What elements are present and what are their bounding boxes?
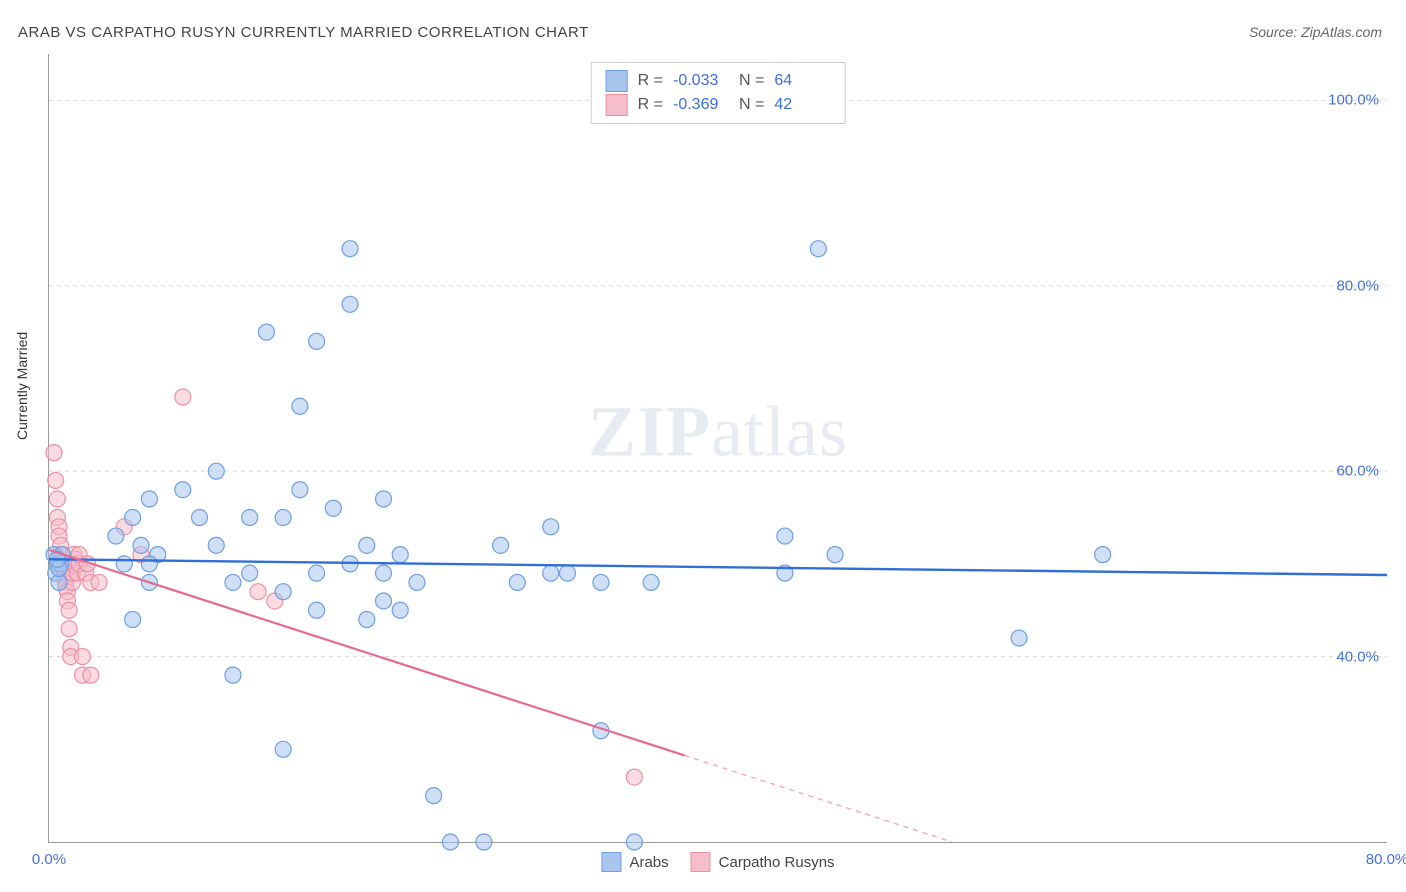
data-point (309, 565, 325, 581)
data-point (192, 510, 208, 526)
data-point (141, 491, 157, 507)
data-point (250, 584, 266, 600)
chart-title: ARAB VS CARPATHO RUSYN CURRENTLY MARRIED… (18, 24, 589, 41)
x-tick-label: 0.0% (32, 851, 66, 868)
r-label: R = (638, 93, 663, 117)
data-point (83, 667, 99, 683)
data-point (108, 528, 124, 544)
data-point (509, 574, 525, 590)
data-point (409, 574, 425, 590)
data-point (125, 612, 141, 628)
data-point (442, 834, 458, 850)
y-tick-label: 100.0% (1328, 92, 1379, 109)
data-point (258, 324, 274, 340)
data-point (208, 537, 224, 553)
data-point (493, 537, 509, 553)
legend-bottom-swatch-1 (691, 852, 711, 872)
legend-n-1: 42 (774, 93, 830, 117)
legend-item-0: Arabs (601, 852, 668, 872)
data-point (342, 241, 358, 257)
data-point (376, 593, 392, 609)
data-point (309, 602, 325, 618)
data-point (133, 537, 149, 553)
legend-stats-row-0: R = -0.033 N = 64 (606, 69, 831, 93)
data-point (392, 547, 408, 563)
n-label: N = (739, 93, 764, 117)
n-label: N = (739, 69, 764, 93)
data-point (292, 482, 308, 498)
data-point (777, 528, 793, 544)
data-point (359, 537, 375, 553)
data-point (392, 602, 408, 618)
data-point (543, 565, 559, 581)
data-point (225, 574, 241, 590)
legend-swatch-0 (606, 70, 628, 92)
data-point (116, 556, 132, 572)
y-axis-label: Currently Married (14, 332, 30, 440)
data-point (810, 241, 826, 257)
legend-item-1: Carpatho Rusyns (691, 852, 835, 872)
data-point (175, 389, 191, 405)
data-point (275, 584, 291, 600)
data-point (543, 519, 559, 535)
data-point (1011, 630, 1027, 646)
data-point (208, 463, 224, 479)
r-label: R = (638, 69, 663, 93)
data-point (643, 574, 659, 590)
y-tick-label: 80.0% (1336, 277, 1379, 294)
data-point (1095, 547, 1111, 563)
data-point (476, 834, 492, 850)
plot-area: ZIPatlas R = -0.033 N = 64 R = -0.369 N … (48, 54, 1387, 843)
legend-stats: R = -0.033 N = 64 R = -0.369 N = 42 (591, 62, 846, 124)
legend-n-0: 64 (774, 69, 830, 93)
data-point (61, 621, 77, 637)
data-point (242, 510, 258, 526)
data-point (292, 398, 308, 414)
data-point (141, 556, 157, 572)
data-point (626, 769, 642, 785)
data-point (91, 574, 107, 590)
legend-series: Arabs Carpatho Rusyns (601, 852, 834, 872)
legend-bottom-label-0: Arabs (629, 854, 668, 871)
legend-r-0: -0.033 (673, 69, 729, 93)
legend-r-1: -0.369 (673, 93, 729, 117)
data-point (376, 491, 392, 507)
legend-bottom-swatch-0 (601, 852, 621, 872)
legend-stats-row-1: R = -0.369 N = 42 (606, 93, 831, 117)
data-point (325, 500, 341, 516)
data-point (275, 510, 291, 526)
data-point (225, 667, 241, 683)
data-point (359, 612, 375, 628)
data-point (593, 574, 609, 590)
y-tick-label: 40.0% (1336, 648, 1379, 665)
data-point (175, 482, 191, 498)
data-point (426, 788, 442, 804)
data-point (242, 565, 258, 581)
trend-line (49, 550, 685, 755)
data-point (376, 565, 392, 581)
data-point (626, 834, 642, 850)
data-point (275, 741, 291, 757)
data-point (48, 472, 64, 488)
chart-svg (49, 54, 1387, 842)
data-point (342, 296, 358, 312)
data-point (125, 510, 141, 526)
data-point (61, 602, 77, 618)
legend-bottom-label-1: Carpatho Rusyns (719, 854, 835, 871)
data-point (309, 333, 325, 349)
trend-line-dashed (685, 755, 953, 842)
x-tick-label: 80.0% (1366, 851, 1406, 868)
source-credit: Source: ZipAtlas.com (1249, 24, 1382, 40)
data-point (46, 445, 62, 461)
data-point (827, 547, 843, 563)
data-point (559, 565, 575, 581)
data-point (49, 491, 65, 507)
y-tick-label: 60.0% (1336, 463, 1379, 480)
data-point (74, 649, 90, 665)
legend-swatch-1 (606, 94, 628, 116)
